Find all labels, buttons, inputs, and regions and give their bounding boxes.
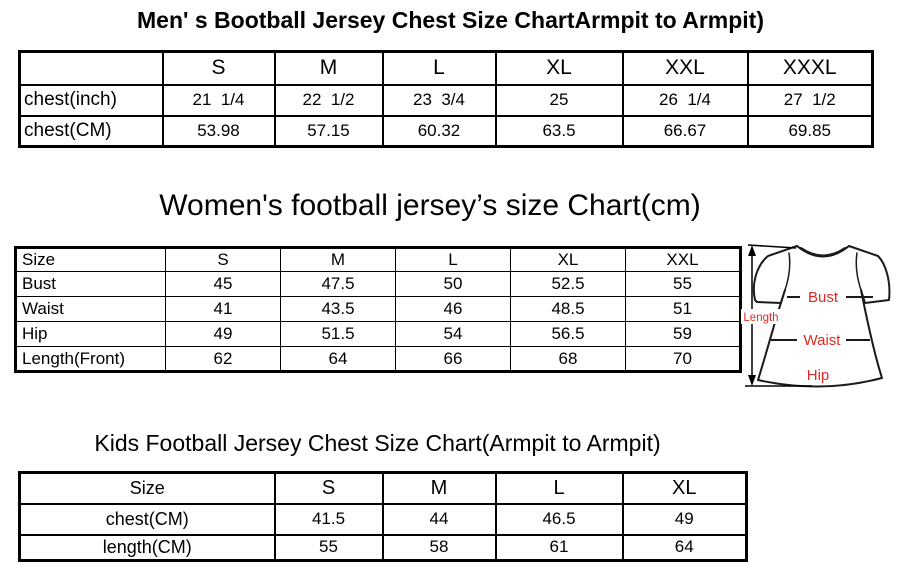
men-corner-cell bbox=[18, 50, 164, 86]
table-cell: 59 bbox=[625, 321, 741, 347]
table-cell: 58 bbox=[381, 533, 497, 562]
men-col-header-xxl: XXL bbox=[621, 50, 749, 86]
table-cell: 21 1/4 bbox=[161, 83, 276, 117]
men-col-header-l: L bbox=[381, 50, 497, 86]
table-cell: 64 bbox=[280, 346, 396, 372]
row-label: chest(CM) bbox=[18, 502, 276, 536]
table-cell: 53.98 bbox=[161, 114, 276, 148]
table-cell: 50 bbox=[395, 271, 511, 297]
table-cell: 60.32 bbox=[381, 114, 497, 148]
table-cell: 51.5 bbox=[280, 321, 396, 347]
table-cell: 49 bbox=[165, 321, 281, 347]
kids-row-chest-cm: chest(CM) 41.5 44 46.5 49 bbox=[18, 502, 748, 536]
kids-row-length-cm: length(CM) 55 58 61 64 bbox=[18, 533, 748, 562]
table-cell: 66.67 bbox=[621, 114, 749, 148]
men-col-header-xl: XL bbox=[494, 50, 624, 86]
row-label: Hip bbox=[15, 321, 166, 347]
row-label: chest(inch) bbox=[18, 83, 164, 117]
men-row-chest-inch: chest(inch) 21 1/4 22 1/2 23 3/4 25 26 1… bbox=[18, 83, 874, 117]
table-cell: 46.5 bbox=[494, 502, 624, 536]
kids-size-header: Size bbox=[18, 471, 276, 505]
women-row-bust: Bust 45 47.5 50 52.5 55 bbox=[15, 271, 741, 297]
women-row-hip: Hip 49 51.5 54 56.5 59 bbox=[15, 321, 741, 347]
table-cell: 57.15 bbox=[273, 114, 384, 148]
women-col-header-l: L bbox=[395, 247, 511, 272]
table-cell: 25 bbox=[494, 83, 624, 117]
row-label: Length(Front) bbox=[15, 346, 166, 372]
table-cell: 44 bbox=[381, 502, 497, 536]
table-cell: 56.5 bbox=[510, 321, 626, 347]
table-cell: 26 1/4 bbox=[621, 83, 749, 117]
men-size-table: S M L XL XXL XXXL chest(inch) 21 1/4 22 … bbox=[18, 50, 874, 148]
table-cell: 41 bbox=[165, 296, 281, 322]
kids-col-header-l: L bbox=[494, 471, 624, 505]
table-cell: 43.5 bbox=[280, 296, 396, 322]
men-col-header-s: S bbox=[161, 50, 276, 86]
women-col-header-s: S bbox=[165, 247, 281, 272]
women-header-row: Size S M L XL XXL bbox=[15, 247, 741, 272]
table-cell: 68 bbox=[510, 346, 626, 372]
kids-size-table: Size S M L XL chest(CM) 41.5 44 46.5 49 … bbox=[18, 471, 748, 562]
women-size-header: Size bbox=[15, 247, 166, 272]
men-row-chest-cm: chest(CM) 53.98 57.15 60.32 63.5 66.67 6… bbox=[18, 114, 874, 148]
table-cell: 64 bbox=[621, 533, 748, 562]
kids-col-header-s: S bbox=[273, 471, 384, 505]
women-col-header-xl: XL bbox=[510, 247, 626, 272]
table-cell: 49 bbox=[621, 502, 748, 536]
hip-label: Hip bbox=[807, 367, 830, 384]
row-label: length(CM) bbox=[18, 533, 276, 562]
table-cell: 70 bbox=[625, 346, 741, 372]
men-col-header-m: M bbox=[273, 50, 384, 86]
table-cell: 55 bbox=[273, 533, 384, 562]
length-label-backing bbox=[741, 309, 782, 324]
waist-label: Waist bbox=[804, 332, 842, 349]
kids-col-header-m: M bbox=[381, 471, 497, 505]
men-col-header-xxxl: XXXL bbox=[746, 50, 874, 86]
table-cell: 41.5 bbox=[273, 502, 384, 536]
kids-header-row: Size S M L XL bbox=[18, 471, 748, 505]
length-label: Length bbox=[743, 312, 778, 324]
table-cell: 45 bbox=[165, 271, 281, 297]
table-cell: 55 bbox=[625, 271, 741, 297]
bust-label: Bust bbox=[808, 289, 839, 306]
table-cell: 62 bbox=[165, 346, 281, 372]
table-cell: 54 bbox=[395, 321, 511, 347]
kids-col-header-xl: XL bbox=[621, 471, 748, 505]
table-cell: 61 bbox=[494, 533, 624, 562]
tshirt-measure-diagram: Length Bust Waist Hip bbox=[738, 240, 901, 394]
table-cell: 22 1/2 bbox=[273, 83, 384, 117]
women-row-length-front: Length(Front) 62 64 66 68 70 bbox=[15, 346, 741, 372]
row-label: chest(CM) bbox=[18, 114, 164, 148]
women-size-table: Size S M L XL XXL Bust 45 47.5 50 52.5 5… bbox=[14, 246, 742, 373]
table-cell: 27 1/2 bbox=[746, 83, 874, 117]
men-chart-title: Men' s Bootball Jersey Chest Size ChartA… bbox=[137, 7, 764, 33]
table-cell: 51 bbox=[625, 296, 741, 322]
table-cell: 69.85 bbox=[746, 114, 874, 148]
table-cell: 63.5 bbox=[494, 114, 624, 148]
women-row-waist: Waist 41 43.5 46 48.5 51 bbox=[15, 296, 741, 322]
table-cell: 52.5 bbox=[510, 271, 626, 297]
row-label: Bust bbox=[15, 271, 166, 297]
table-cell: 47.5 bbox=[280, 271, 396, 297]
women-col-header-m: M bbox=[280, 247, 396, 272]
table-cell: 66 bbox=[395, 346, 511, 372]
table-cell: 46 bbox=[395, 296, 511, 322]
women-col-header-xxl: XXL bbox=[625, 247, 741, 272]
tshirt-outline bbox=[752, 245, 891, 388]
kids-chart-title: Kids Football Jersey Chest Size Chart(Ar… bbox=[94, 430, 661, 456]
row-label: Waist bbox=[15, 296, 166, 322]
women-chart-title: Women's football jersey’s size Chart(cm) bbox=[159, 189, 701, 222]
men-header-row: S M L XL XXL XXXL bbox=[18, 50, 874, 86]
table-cell: 23 3/4 bbox=[381, 83, 497, 117]
table-cell: 48.5 bbox=[510, 296, 626, 322]
